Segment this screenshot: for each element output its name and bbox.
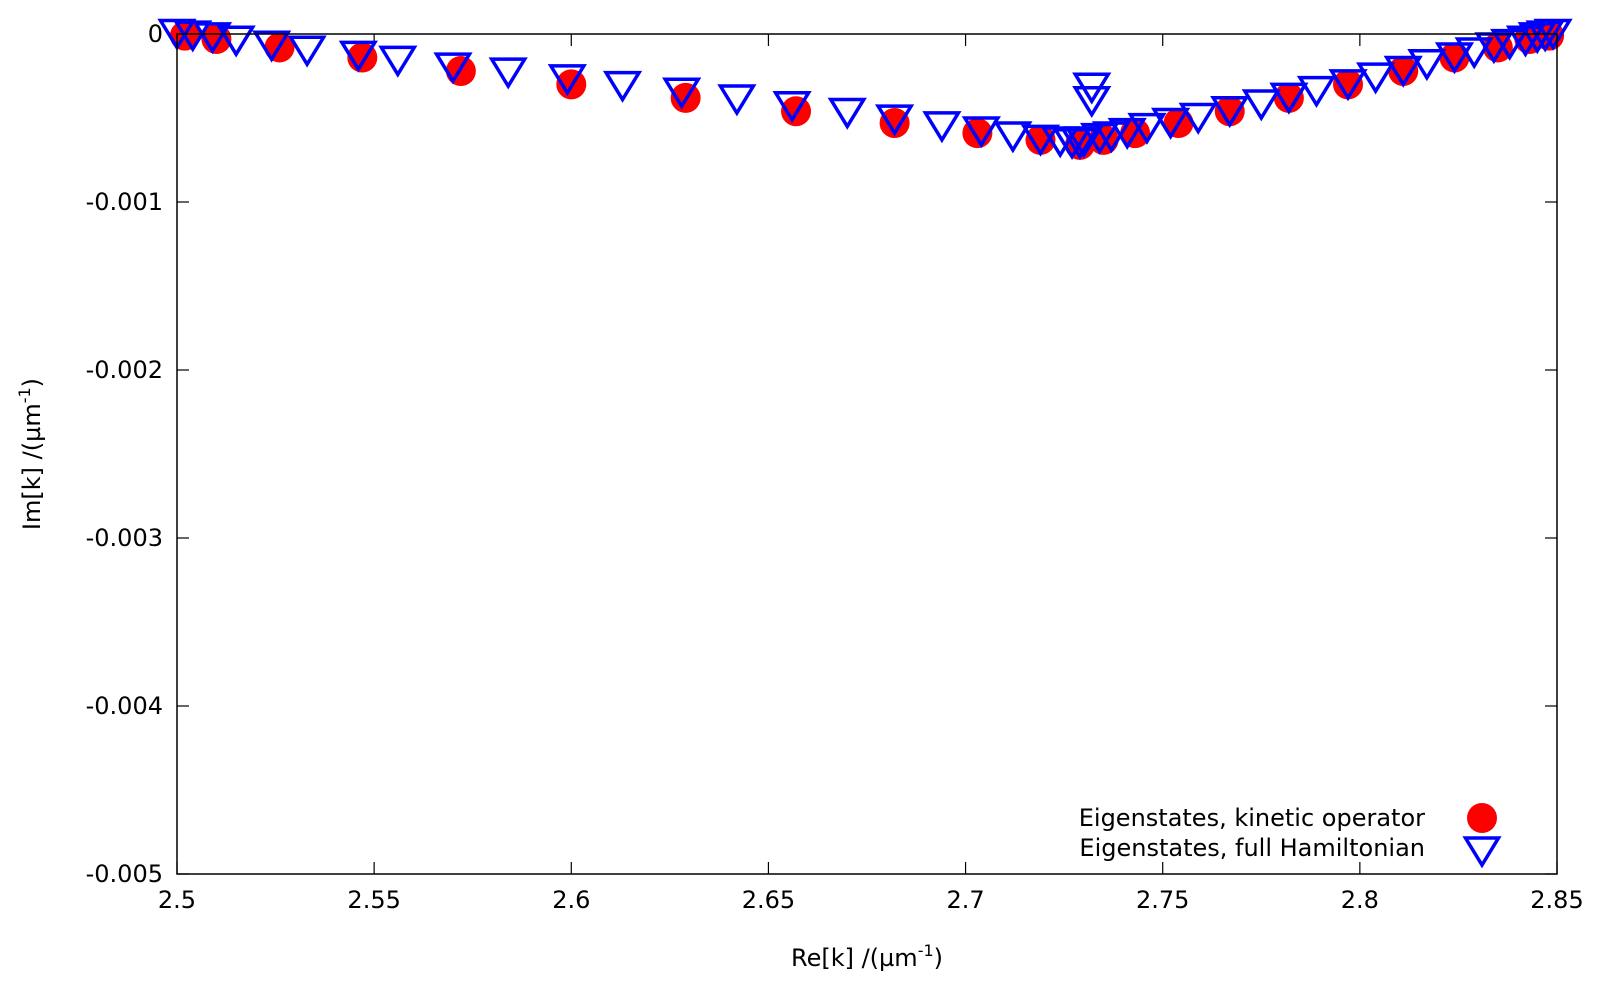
data-point-hamiltonian bbox=[547, 64, 587, 97]
data-point-hamiltonian bbox=[338, 40, 378, 73]
y-axis-label-main: Im[k] /(µm bbox=[18, 403, 46, 530]
data-point-kinetic bbox=[1214, 96, 1245, 127]
data-point-hamiltonian bbox=[1505, 25, 1546, 58]
data-point-hamiltonian bbox=[192, 22, 233, 55]
x-axis-label-superscript: -1 bbox=[918, 941, 934, 960]
y-tick-label: -0.005 bbox=[86, 860, 163, 888]
data-point-hamiltonian bbox=[1241, 89, 1281, 122]
ticks-layer: 2.5 2.55 2.6 2.65 2.7 2.75 2.8 2.85 0 -0.001 -0.00… bbox=[86, 20, 1584, 914]
legend-entry-kinetic-marker bbox=[1467, 803, 1497, 833]
data-point-hamiltonian bbox=[717, 84, 757, 117]
series-full-hamiltonian bbox=[157, 18, 1573, 161]
x-tick-label: 2.65 bbox=[742, 886, 795, 914]
x-tick-label: 2.8 bbox=[1341, 886, 1379, 914]
data-point-hamiltonian bbox=[662, 77, 702, 110]
y-tick-label: -0.003 bbox=[86, 524, 163, 552]
data-point-hamiltonian bbox=[287, 35, 327, 68]
y-tick-label: -0.004 bbox=[86, 692, 163, 720]
data-point-hamiltonian bbox=[993, 121, 1033, 154]
y-tick-label: -0.002 bbox=[86, 356, 163, 384]
data-point-hamiltonian bbox=[173, 20, 213, 53]
plot-frame bbox=[176, 33, 1558, 875]
data-point-hamiltonian bbox=[433, 52, 473, 85]
legend-entry-hamiltonian-label: Eigenstates, full Hamiltonian bbox=[1079, 834, 1425, 862]
x-tick-label: 2.85 bbox=[1530, 886, 1583, 914]
x-tick-label: 2.5 bbox=[158, 886, 196, 914]
legend-entry-hamiltonian-marker bbox=[1462, 836, 1502, 869]
data-point-hamiltonian bbox=[602, 70, 643, 103]
data-point-hamiltonian bbox=[1356, 62, 1396, 95]
series-layer bbox=[157, 18, 1573, 161]
data-point-hamiltonian bbox=[1454, 37, 1494, 70]
x-tick-label: 2.7 bbox=[946, 886, 984, 914]
data-point-hamiltonian bbox=[1107, 117, 1147, 150]
data-point-hamiltonian bbox=[874, 104, 915, 137]
data-point-hamiltonian bbox=[1383, 55, 1423, 88]
y-axis-label-superscript: -1 bbox=[15, 387, 34, 403]
data-point-hamiltonian bbox=[827, 97, 867, 130]
data-point-hamiltonian bbox=[922, 111, 962, 144]
legend-entry-kinetic-label: Eigenstates, kinetic operator bbox=[1079, 804, 1425, 832]
legend: Eigenstates, kinetic operator Eigenstate… bbox=[1079, 803, 1502, 869]
data-point-hamiltonian bbox=[488, 57, 528, 90]
data-point-hamiltonian bbox=[1210, 96, 1250, 129]
x-tick-label: 2.75 bbox=[1136, 886, 1189, 914]
data-point-hamiltonian bbox=[1127, 112, 1167, 145]
data-point-hamiltonian bbox=[1296, 75, 1337, 108]
y-tick-label: 0 bbox=[148, 20, 163, 48]
x-axis-label-end: ) bbox=[934, 944, 943, 972]
data-point-kinetic bbox=[1273, 82, 1304, 113]
x-axis-label: Re[k] /(µm-1) bbox=[791, 941, 943, 972]
x-tick-label: 2.55 bbox=[347, 886, 400, 914]
x-axis-label-main: Re[k] /(µm bbox=[791, 944, 918, 972]
data-point-hamiltonian bbox=[1328, 69, 1368, 102]
data-point-kinetic bbox=[1439, 42, 1470, 73]
data-point-kinetic bbox=[1333, 69, 1364, 100]
y-tick-label: -0.001 bbox=[86, 188, 163, 216]
data-point-hamiltonian bbox=[252, 30, 292, 63]
data-point-hamiltonian bbox=[378, 45, 418, 78]
data-point-hamiltonian bbox=[1434, 42, 1475, 75]
data-point-hamiltonian bbox=[1269, 82, 1309, 115]
data-point-kinetic bbox=[879, 108, 910, 139]
data-point-hamiltonian bbox=[1407, 48, 1447, 82]
y-axis-label: Im[k] /(µm-1) bbox=[15, 378, 46, 530]
data-point-hamiltonian bbox=[1178, 102, 1218, 135]
y-axis-label-end: ) bbox=[18, 378, 46, 387]
data-point-hamiltonian bbox=[961, 116, 1001, 149]
data-point-hamiltonian bbox=[216, 25, 256, 58]
data-point-hamiltonian bbox=[1020, 124, 1061, 157]
x-tick-label: 2.6 bbox=[552, 886, 590, 914]
data-point-hamiltonian bbox=[772, 90, 812, 124]
data-point-kinetic bbox=[1388, 55, 1419, 86]
data-point-hamiltonian bbox=[1072, 85, 1112, 119]
data-point-hamiltonian bbox=[1150, 107, 1191, 140]
